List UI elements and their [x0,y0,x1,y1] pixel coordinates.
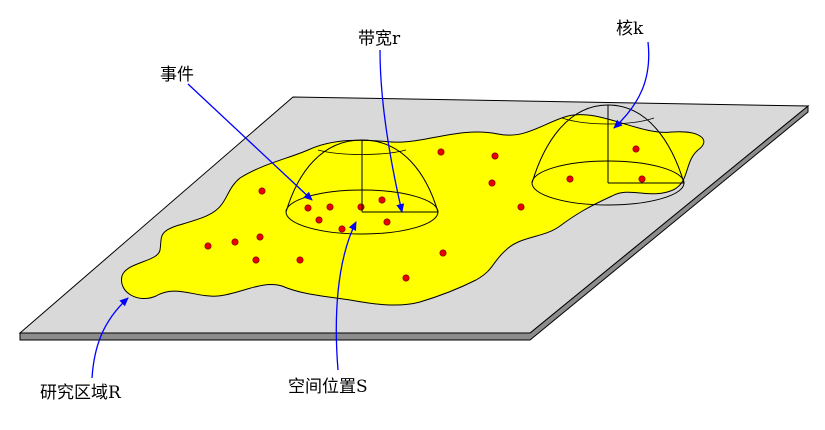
bandwidth-label: 带宽r [358,29,401,49]
event-point [338,225,346,233]
event-point [256,233,264,241]
event-point [632,145,640,153]
event-point [378,196,386,204]
kernel-dome-left [285,139,439,235]
event-point [383,218,391,226]
kernel-label: 核k [616,19,644,39]
event-point [296,256,304,264]
kernel-dome-right [531,104,685,206]
bandwidth-arrow [379,49,405,213]
event-region [121,114,705,306]
kernel-arrow [613,41,650,129]
event-point [231,238,239,246]
event-point [488,179,496,187]
event-point [517,203,525,211]
study-area-arrow [91,297,129,379]
study-area-label: 研究区域R [40,383,122,403]
event-point [304,204,312,212]
event-point [638,175,646,183]
event-points [204,145,646,282]
annotation-arrows [91,41,650,379]
spatial-location-label: 空间位置S [288,377,368,397]
event-point [258,187,266,195]
event-point [204,242,212,250]
event-point [357,203,365,211]
spatial-location-arrow [335,221,357,371]
event-point [402,274,410,282]
event-point [315,216,323,224]
event-point [566,175,574,183]
event-point [326,203,334,211]
event-arrow [187,83,313,201]
event-point [439,249,447,257]
event-label: 事件 [160,65,194,85]
event-point [437,148,445,156]
event-point [252,256,260,264]
event-point [491,152,499,160]
